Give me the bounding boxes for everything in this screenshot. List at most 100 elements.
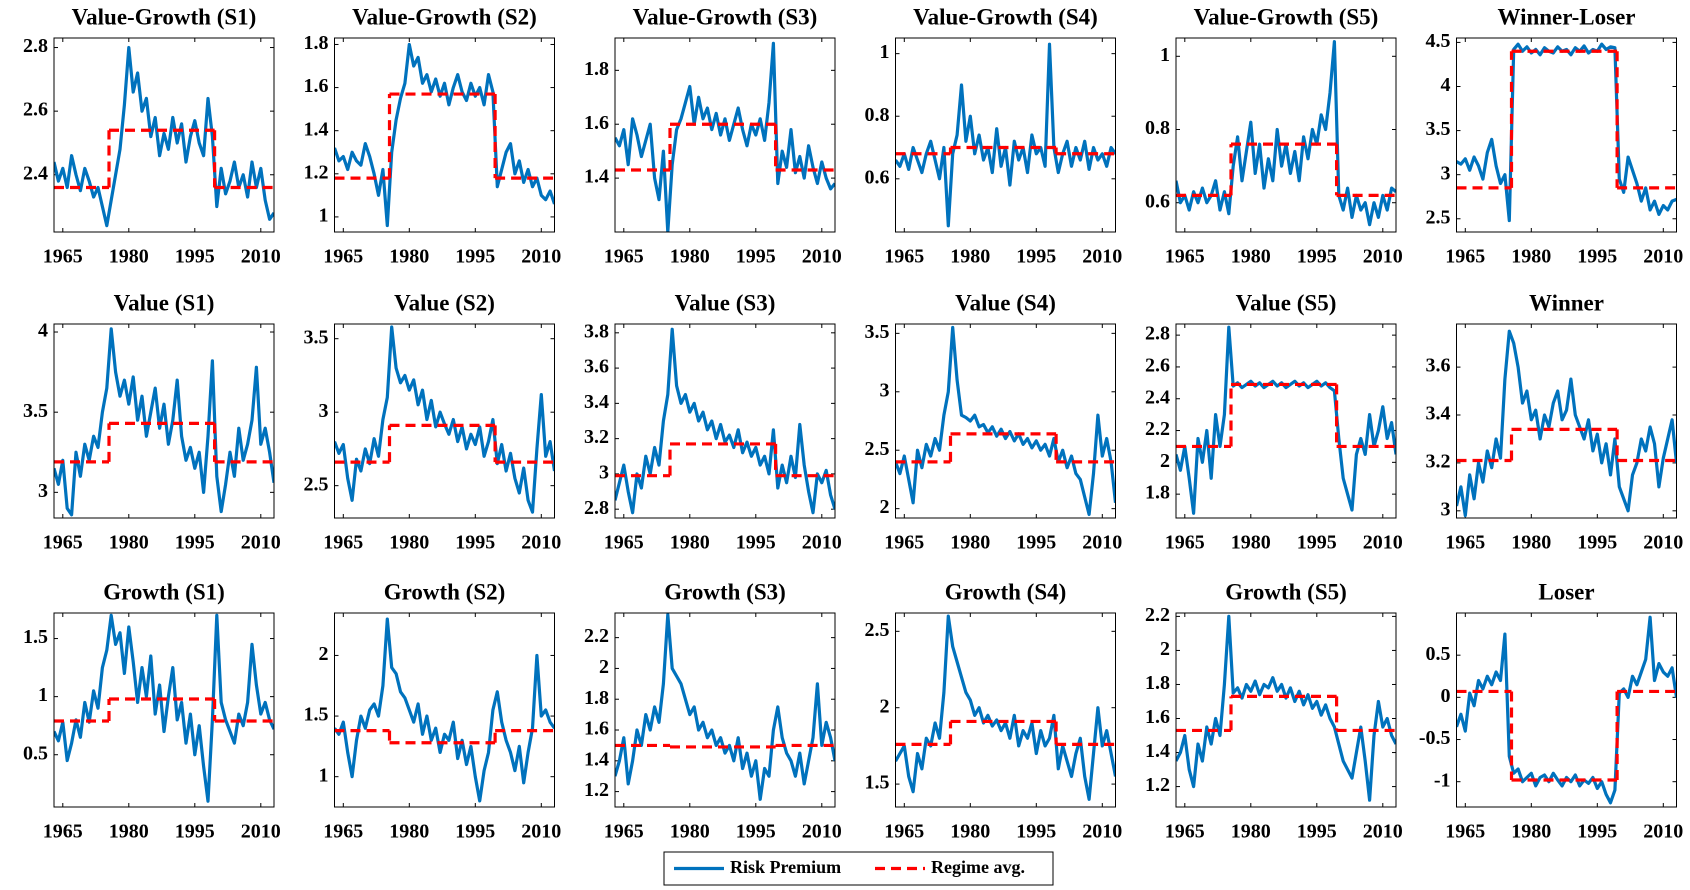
risk-premium-line: [1456, 615, 1677, 805]
x-tick-label: 1980: [1511, 821, 1551, 843]
risk-premium-line: [54, 613, 274, 803]
y-tick-label: 1.5: [865, 772, 890, 794]
subplot: Value-Growth (S3) 1.4 1.6 1.8 1965 1980 1995 20…: [584, 4, 842, 267]
risk-premium-line: [334, 617, 555, 803]
x-tick-label: 1965: [1165, 246, 1205, 268]
y-tick-label: 0.5: [23, 742, 48, 764]
x-tick-label: 1980: [109, 532, 149, 554]
legend-label: Regime avg.: [931, 857, 1025, 877]
y-tick-label: 1.8: [584, 687, 609, 709]
y-tick-label: 2.6: [1145, 355, 1170, 377]
y-tick-label: 3: [319, 400, 329, 422]
y-tick-label: 2.5: [1426, 206, 1451, 228]
x-tick-label: 1995: [1577, 821, 1617, 843]
y-tick-label: 0.6: [1145, 190, 1170, 212]
plot-area: [1176, 40, 1396, 227]
plot-area: [54, 45, 274, 228]
y-tick-label: 1.2: [584, 779, 609, 801]
x-tick-label: 1980: [389, 532, 429, 554]
y-tick-label: 1.2: [1145, 774, 1170, 796]
plot-area: [334, 42, 555, 228]
subplot: Winner 3 3.2 3.4 3.6 1965 1980 1995 2010: [1426, 290, 1684, 553]
y-tick-label: 1.5: [23, 626, 48, 648]
subplot-title: Value-Growth (S4): [913, 4, 1098, 29]
axes-box: [334, 323, 555, 519]
plot-area: [1456, 42, 1677, 223]
x-tick-label: 1965: [604, 821, 644, 843]
y-tick-label: 3.6: [1426, 355, 1451, 377]
y-tick-label: 3.5: [304, 326, 329, 348]
x-tick-label: 2010: [1643, 532, 1683, 554]
axes-box: [1456, 37, 1677, 233]
y-tick-label: 1: [319, 764, 329, 786]
y-tick-label: 2.6: [23, 99, 48, 121]
y-tick-label: 1: [1160, 44, 1170, 66]
risk-premium-line: [1456, 42, 1677, 223]
subplot-title: Value (S3): [675, 290, 776, 315]
x-tick-label: 1980: [950, 532, 990, 554]
axes-box: [614, 612, 836, 808]
x-tick-label: 1995: [1016, 821, 1056, 843]
y-tick-label: 2.5: [865, 619, 890, 641]
subplot: Growth (S3) 1.2 1.4 1.6 1.8 2 2.2 1965 1980 1995 2…: [584, 579, 842, 842]
y-tick-label: 2: [319, 643, 329, 665]
x-tick-label: 1995: [1297, 246, 1337, 268]
subplot: Growth (S2) 1 1.5 2 1965 1980 1995 2010: [304, 579, 562, 842]
subplot-title: Value-Growth (S5): [1194, 4, 1379, 29]
y-tick-label: 3.2: [1426, 451, 1451, 473]
y-tick-label: 2.5: [865, 438, 890, 460]
y-tick-label: 0.5: [1426, 643, 1451, 665]
subplot-title: Value (S4): [955, 290, 1056, 315]
y-tick-label: 2: [1160, 638, 1170, 660]
y-tick-label: 2: [1160, 450, 1170, 472]
x-tick-label: 1980: [1231, 532, 1271, 554]
plot-area: [895, 42, 1116, 228]
y-tick-label: 2: [880, 496, 890, 518]
x-tick-label: 1965: [1445, 532, 1485, 554]
x-tick-label: 1980: [109, 246, 149, 268]
y-tick-label: 1.8: [304, 32, 329, 54]
risk-premium-line: [334, 325, 555, 514]
risk-premium-line: [615, 327, 835, 515]
y-tick-label: 0: [1441, 685, 1451, 707]
y-tick-label: 2.2: [1145, 418, 1170, 440]
x-tick-label: 2010: [1363, 821, 1403, 843]
y-tick-label: 1: [880, 41, 890, 63]
plot-area: [1176, 325, 1396, 515]
x-tick-label: 1995: [1016, 246, 1056, 268]
x-tick-label: 1995: [1297, 532, 1337, 554]
subplot: Value-Growth (S1) 2.4 2.6 2.8 1965 1980 1995 20…: [23, 4, 281, 267]
y-tick-label: 0.8: [1145, 117, 1170, 139]
x-tick-label: 1995: [175, 532, 215, 554]
x-tick-label: 1995: [175, 246, 215, 268]
risk-premium-line: [615, 41, 835, 232]
risk-premium-line: [1176, 325, 1396, 515]
subplot: Winner-Loser 2.5 3 3.5 4 4.5 1965 1980 1995 2010: [1426, 4, 1684, 267]
x-tick-label: 1995: [1297, 821, 1337, 843]
axes-box: [614, 323, 836, 519]
x-tick-label: 1980: [389, 246, 429, 268]
y-tick-label: 1.6: [584, 718, 609, 740]
subplot: Value (S2) 2.5 3 3.5 1965 1980 1995 2010: [304, 290, 562, 553]
y-tick-label: 1.6: [304, 75, 329, 97]
x-tick-label: 1995: [736, 246, 776, 268]
subplot-title: Loser: [1538, 579, 1594, 604]
subplot: Loser -1 -0.5 0 0.5 1965 1980 1995 2010: [1419, 579, 1683, 842]
y-tick-label: 3: [880, 379, 890, 401]
x-tick-label: 1980: [950, 246, 990, 268]
legend: Risk Premium Regime avg.: [663, 851, 1054, 886]
x-tick-label: 1980: [670, 821, 710, 843]
y-tick-label: 0.6: [865, 166, 890, 188]
y-tick-label: 2.8: [23, 35, 48, 57]
subplot-title: Growth (S2): [384, 579, 506, 604]
risk-premium-line: [615, 613, 835, 801]
y-tick-label: 4: [38, 320, 48, 342]
x-tick-label: 1965: [1165, 532, 1205, 554]
axes-box: [1175, 37, 1397, 233]
x-tick-label: 1980: [1231, 821, 1271, 843]
subplot: Value-Growth (S5) 0.6 0.8 1 1965 1980 1995 2010: [1145, 4, 1403, 267]
axes-box: [1456, 612, 1677, 808]
y-tick-label: 1.4: [584, 166, 609, 188]
axes-box: [895, 37, 1116, 233]
